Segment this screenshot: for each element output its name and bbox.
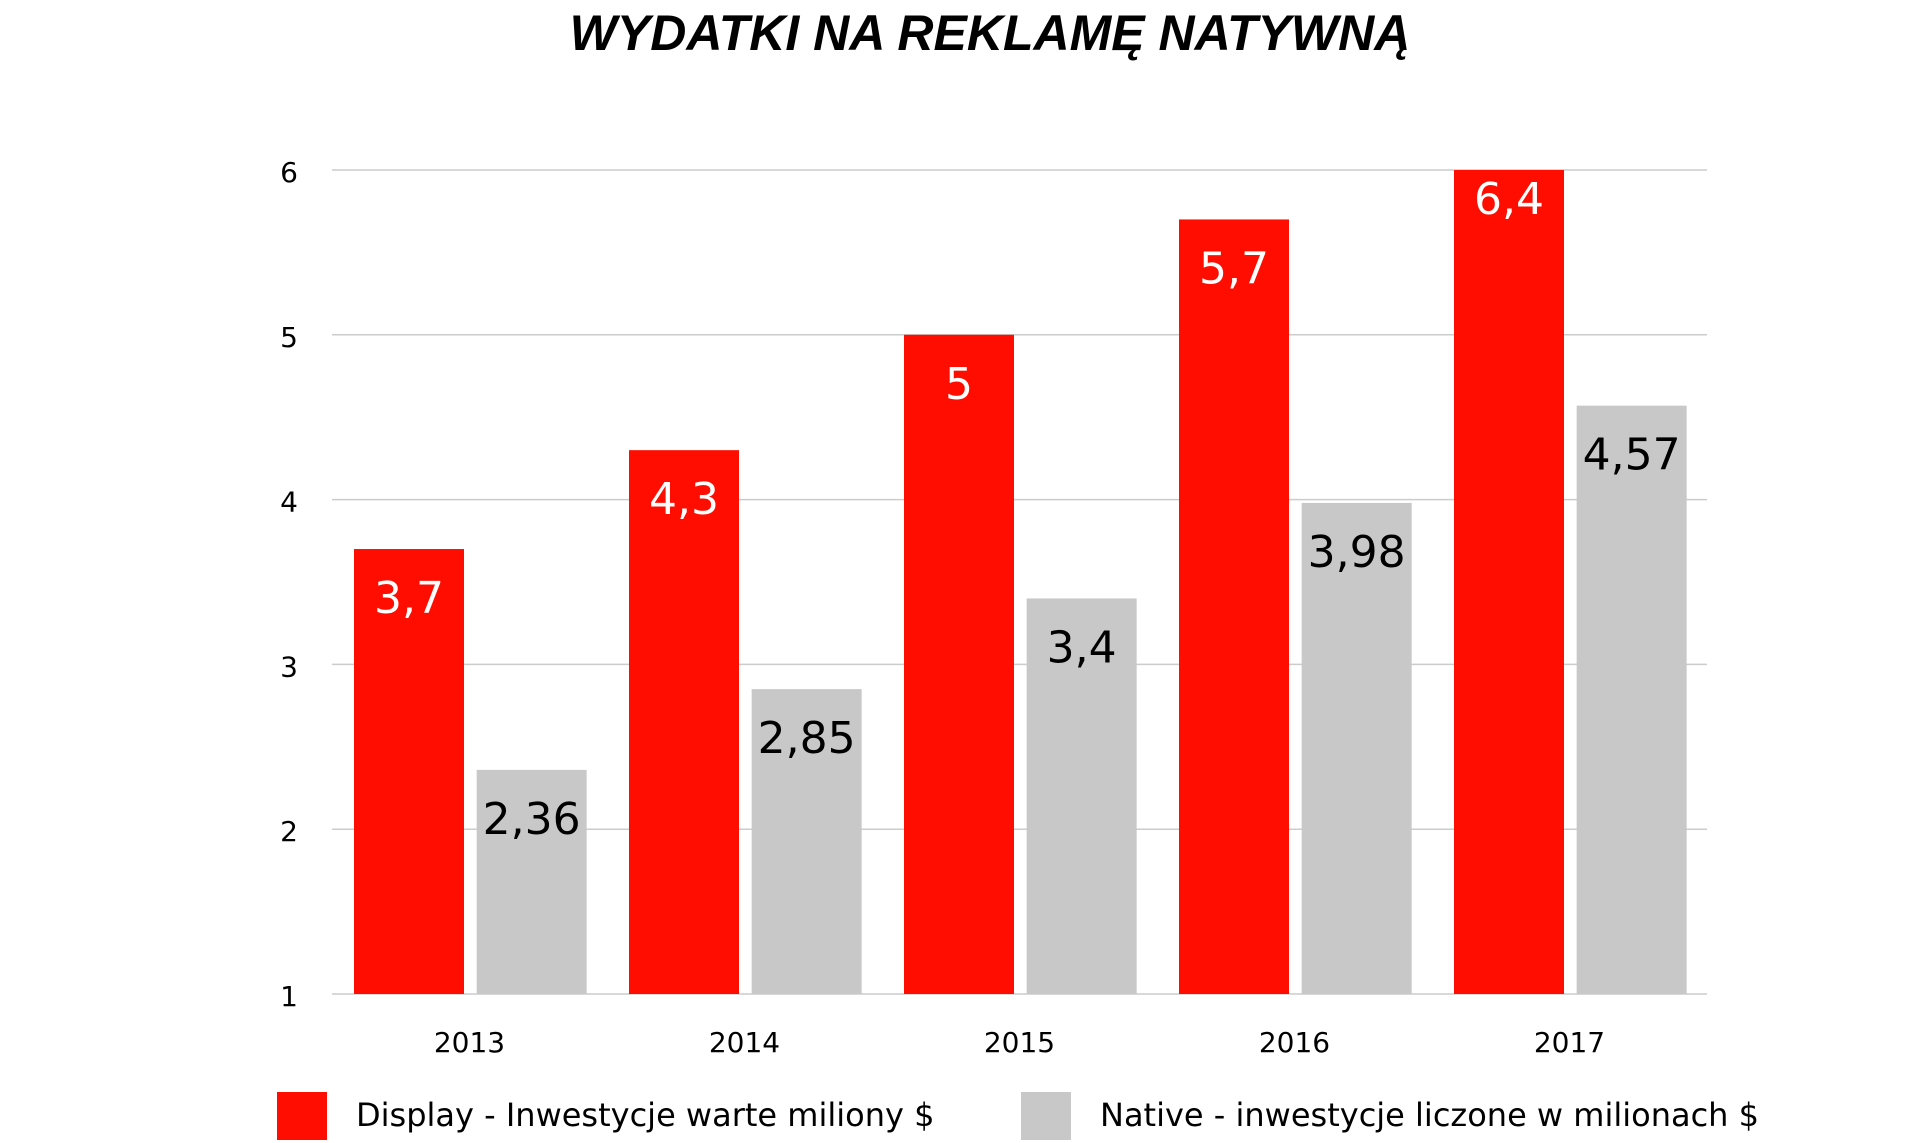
y-tick-label: 4 — [280, 486, 298, 519]
bar — [1454, 170, 1564, 994]
bar — [904, 334, 1014, 994]
bar — [1026, 598, 1137, 994]
y-tick-label: 3 — [280, 650, 298, 683]
bars — [354, 170, 1687, 994]
x-tick-label: 2017 — [1534, 1026, 1605, 1059]
bar — [751, 689, 862, 994]
legend-swatch — [277, 1092, 327, 1140]
x-tick-label: 2016 — [1259, 1026, 1330, 1059]
y-tick-label: 2 — [280, 815, 298, 848]
bar — [354, 549, 464, 994]
value-label: 5 — [945, 359, 973, 410]
value-label: 2,36 — [483, 794, 581, 845]
labels: 2013 3,7 2,36 2014 4,3 2,85 2015 5 3,4 2016 5,7 3,9… — [277, 174, 1759, 1140]
value-label: 4,57 — [1583, 430, 1681, 481]
bar — [629, 450, 739, 994]
value-label: 6,4 — [1474, 174, 1544, 225]
value-label: 4,3 — [649, 474, 719, 525]
y-tick-label: 6 — [280, 156, 298, 189]
x-tick-label: 2013 — [434, 1026, 505, 1059]
value-label: 3,7 — [374, 573, 444, 624]
chart-title: WYDATKI NA REKLAMĘ NATYWNĄ — [570, 5, 1411, 61]
value-label: 3,98 — [1308, 527, 1406, 578]
value-label: 5,7 — [1199, 243, 1269, 294]
bar — [476, 769, 587, 994]
value-label: 3,4 — [1047, 622, 1117, 673]
legend-label: Native - inwestycje liczone w milionach … — [1100, 1096, 1759, 1134]
legend-label: Display - Inwestycje warte miliony $ — [356, 1096, 934, 1134]
legend-swatch — [1021, 1092, 1071, 1140]
y-tick-label: 1 — [280, 980, 298, 1013]
bar — [1179, 219, 1289, 994]
bar — [1576, 405, 1687, 994]
x-tick-label: 2015 — [984, 1026, 1055, 1059]
y-tick-label: 5 — [280, 321, 298, 354]
x-tick-label: 2014 — [709, 1026, 780, 1059]
bar — [1301, 502, 1412, 994]
value-label: 2,85 — [758, 713, 856, 764]
